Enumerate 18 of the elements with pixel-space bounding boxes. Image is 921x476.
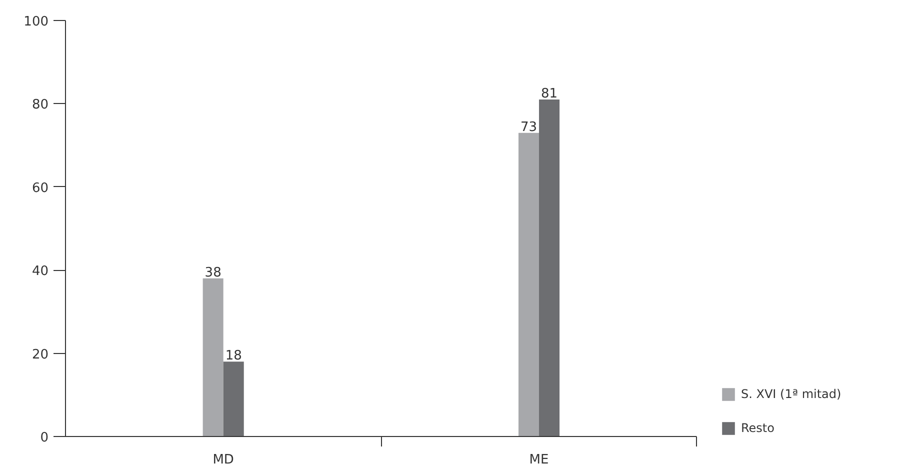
y-tick-label: 80 [32,98,49,113]
y-tick-label: 60 [32,180,49,196]
y-tick-label: 100 [24,14,49,30]
legend-label: S. XVI (1ª mitad) [741,387,842,401]
x-tick-label: MD [212,452,234,468]
legend-label: Resto [741,421,774,435]
data-label: 81 [540,86,558,102]
bar [518,132,540,436]
y-tick-label: 20 [32,347,49,362]
data-label: 18 [225,348,242,364]
data-label: 73 [520,120,538,135]
y-tick-label: 40 [32,264,49,280]
bar [202,278,224,436]
bar [223,362,244,436]
bar [539,100,560,436]
data-label: 38 [204,265,222,280]
y-tick-label: 0 [40,430,49,446]
x-tick-label: ME [529,452,549,468]
